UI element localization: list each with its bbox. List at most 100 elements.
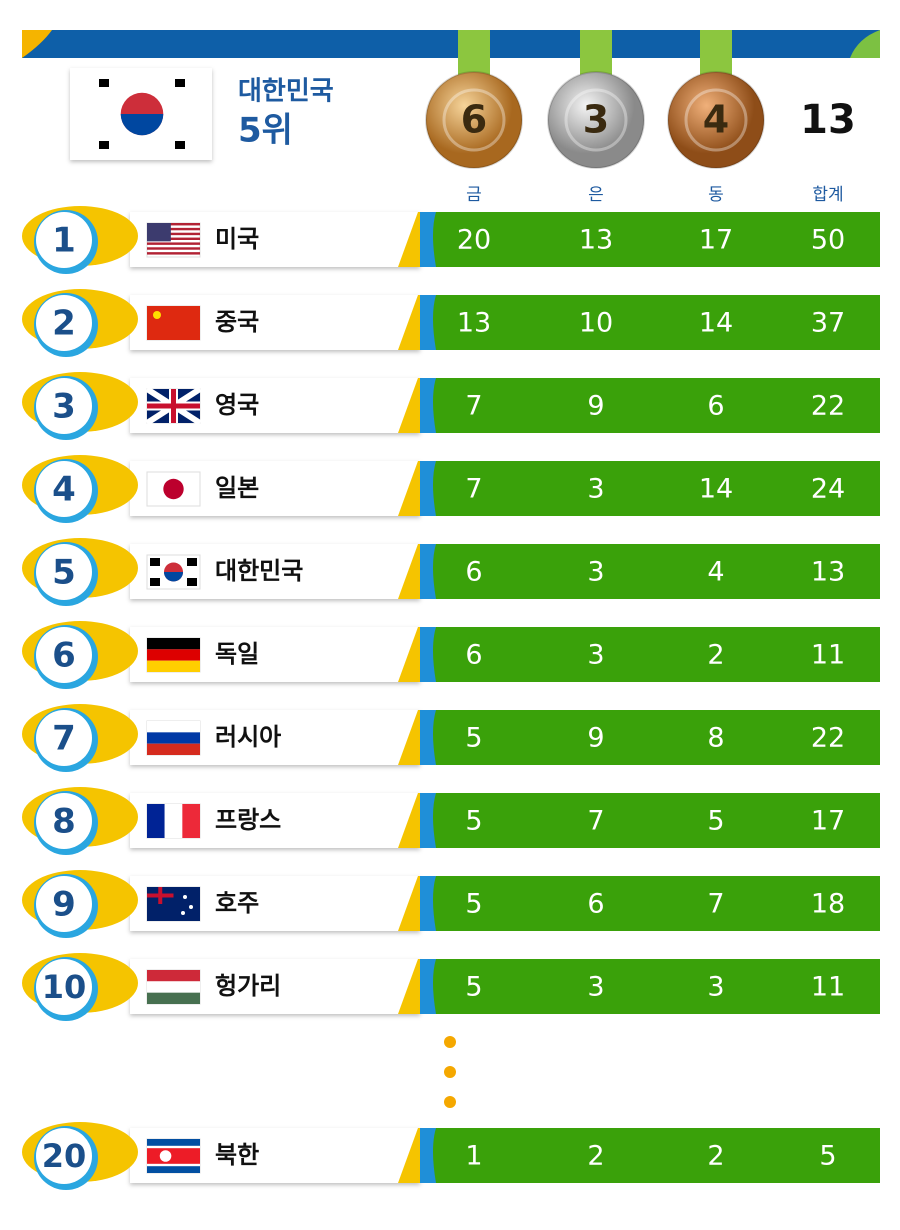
flag-part — [147, 389, 200, 423]
ellipsis-dot — [444, 1036, 456, 1048]
flag-part — [147, 306, 200, 340]
row-green — [420, 627, 880, 682]
rank-badge — [36, 378, 92, 434]
column-label: 금 — [466, 185, 482, 205]
rank-badge — [36, 544, 92, 600]
flag-part — [150, 558, 160, 566]
flag-part — [159, 1150, 172, 1162]
country: 미국 — [215, 225, 259, 253]
row-stripe — [398, 959, 426, 1014]
medal-cell: 6 — [465, 557, 482, 588]
medal-cell: 22 — [811, 391, 845, 422]
flag-part — [120, 114, 164, 136]
rank-badge — [36, 461, 92, 517]
flag-part — [175, 79, 185, 87]
row-green — [420, 793, 880, 848]
row-green — [420, 959, 880, 1014]
medal-cell: 3 — [587, 640, 604, 671]
header-country: 대한민국 — [238, 77, 334, 107]
medal-cell: 22 — [811, 723, 845, 754]
flag-part — [147, 223, 171, 242]
country: 호주 — [215, 889, 259, 917]
rank: 9 — [52, 885, 76, 925]
medal — [667, 71, 765, 169]
row: 7 러시아 5 9 8 22 — [22, 704, 880, 772]
row-stripe — [398, 710, 426, 765]
row-green-decor — [420, 959, 436, 1014]
row-stripe — [398, 544, 426, 599]
flag-part — [153, 311, 161, 319]
medal-cell: 13 — [457, 308, 491, 339]
row-green-decor — [420, 876, 436, 931]
header-total: 13 — [800, 97, 856, 143]
medal-cell: 11 — [811, 640, 845, 671]
medal-cell: 11 — [811, 972, 845, 1003]
flag — [146, 886, 201, 922]
country: 중국 — [215, 308, 259, 336]
column-label: 은 — [588, 185, 604, 205]
row-green-decor — [420, 627, 436, 682]
column-label: 합계 — [812, 185, 843, 205]
flag — [146, 637, 201, 673]
rank: 4 — [52, 470, 76, 510]
flag-part — [147, 721, 200, 733]
medal-cell: 37 — [811, 308, 845, 339]
flag-part — [147, 649, 200, 661]
column-label: 동 — [708, 185, 724, 205]
rank: 5 — [52, 553, 76, 593]
row-green-decor — [420, 212, 436, 267]
flag-part — [147, 242, 200, 245]
rank: 7 — [52, 719, 76, 759]
flag-part — [147, 237, 200, 240]
medal-cell: 10 — [579, 308, 613, 339]
medal-cell: 50 — [811, 225, 845, 256]
flag-part — [147, 223, 200, 226]
flag — [146, 969, 201, 1005]
medal — [425, 71, 523, 169]
rank: 20 — [42, 1137, 87, 1175]
row-green-decor — [420, 793, 436, 848]
rank-badge — [36, 295, 92, 351]
flag-part — [147, 1148, 200, 1164]
flag-part — [182, 804, 200, 838]
medal-cell: 5 — [465, 972, 482, 1003]
country: 대한민국 — [215, 557, 303, 585]
medal-cell: 6 — [587, 889, 604, 920]
rank-badge — [36, 627, 92, 683]
row: 5 대한민국 6 3 4 13 — [22, 538, 880, 606]
flag — [146, 1138, 201, 1174]
row-green — [420, 710, 880, 765]
flag-part — [181, 911, 185, 915]
flag-part — [147, 660, 200, 672]
medal-cell: 14 — [699, 308, 733, 339]
flag — [145, 386, 202, 426]
flag — [146, 554, 201, 590]
medal-cell: 8 — [707, 723, 724, 754]
medal-cell: 3 — [587, 557, 604, 588]
flag-part — [147, 743, 200, 755]
row-stripe — [398, 378, 426, 433]
medal-cell: 3 — [587, 474, 604, 505]
medal-inner — [684, 88, 748, 152]
flag-part — [164, 804, 183, 838]
rank: 10 — [42, 968, 87, 1006]
rank-badge — [36, 1128, 92, 1184]
row-green-decor — [420, 295, 436, 350]
flag-part — [163, 572, 184, 582]
medal-cell: 6 — [707, 391, 724, 422]
medal-cell: 13 — [579, 225, 613, 256]
rank: 6 — [52, 636, 76, 676]
flag-part — [99, 79, 109, 87]
row: 2 중국 13 10 14 37 — [22, 289, 880, 357]
flag-part — [147, 887, 200, 921]
row-stripe — [398, 461, 426, 516]
medal-cell: 20 — [457, 225, 491, 256]
ellipsis-dot — [444, 1096, 456, 1108]
medal-cell: 2 — [707, 640, 724, 671]
medal-cell: 3 — [587, 972, 604, 1003]
row-green-decor — [420, 461, 436, 516]
row: 9 호주 5 6 7 18 — [22, 870, 880, 938]
row-stripe — [398, 1128, 426, 1183]
medal-cell: 24 — [811, 474, 845, 505]
row-green — [420, 1128, 880, 1183]
